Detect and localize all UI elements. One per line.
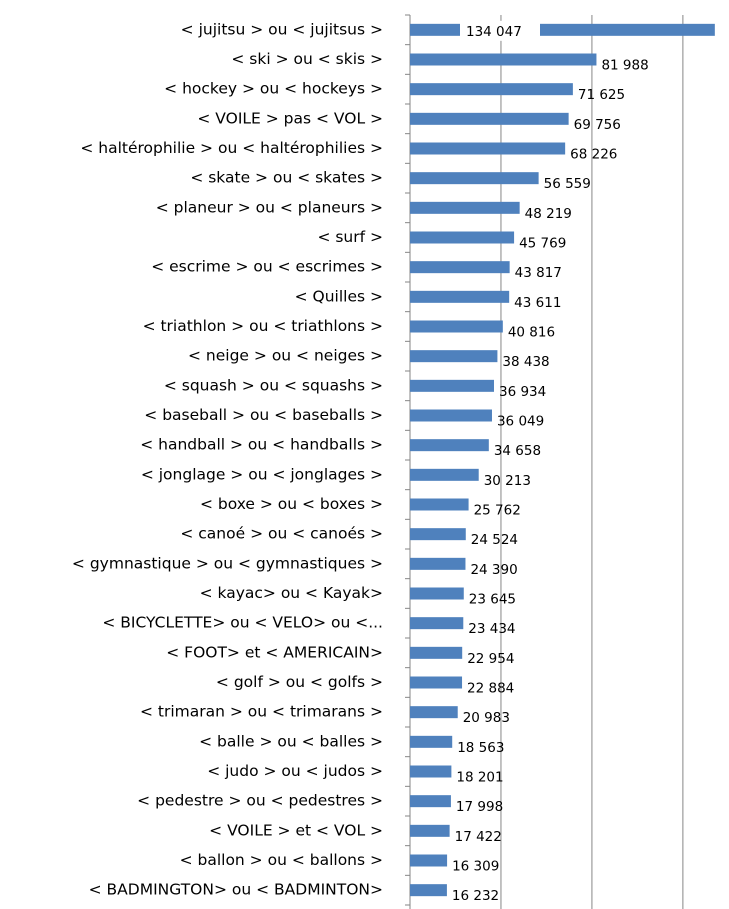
bar xyxy=(410,468,479,481)
value-label: 23 645 xyxy=(469,592,516,608)
value-label: 34 658 xyxy=(494,443,541,459)
bar xyxy=(410,765,452,778)
value-label: 69 756 xyxy=(574,117,621,133)
value-label: 16 309 xyxy=(452,859,499,875)
bar xyxy=(410,706,458,719)
category-label: < jonglage > ou < jonglages > xyxy=(141,465,383,483)
value-label: 23 434 xyxy=(468,621,515,637)
bar xyxy=(410,231,515,244)
bar xyxy=(410,676,463,689)
value-label: 24 524 xyxy=(471,532,518,548)
bar xyxy=(410,646,463,659)
bar xyxy=(410,172,539,185)
value-label: 71 625 xyxy=(578,87,625,103)
category-label: < VOILE > et < VOL > xyxy=(209,821,383,839)
value-label: 22 884 xyxy=(467,681,514,697)
bar xyxy=(410,824,450,837)
bar xyxy=(410,23,715,36)
category-label: < haltérophilie > ou < haltérophilies > xyxy=(80,139,383,157)
value-label: 134 047 xyxy=(466,24,522,40)
category-label: < squash > ou < squashs > xyxy=(164,376,383,394)
value-label: 36 049 xyxy=(497,414,544,430)
value-label: 43 817 xyxy=(515,265,562,281)
value-label: 16 232 xyxy=(452,888,499,904)
category-label: < trimaran > ou < trimarans > xyxy=(140,703,383,721)
category-label: < ballon > ou < ballons > xyxy=(180,851,383,869)
value-label: 45 769 xyxy=(519,236,566,252)
bar xyxy=(410,735,453,748)
value-label: 56 559 xyxy=(544,176,591,192)
bar xyxy=(410,587,464,600)
bar xyxy=(410,498,469,511)
value-label: 18 563 xyxy=(457,740,504,756)
bar xyxy=(410,409,492,422)
bar xyxy=(410,261,510,274)
value-label: 18 201 xyxy=(456,770,503,786)
category-label: < escrime > ou < escrimes > xyxy=(151,258,383,276)
bar xyxy=(410,617,464,630)
category-label: < gymnastique > ou < gymnastiques > xyxy=(72,554,383,572)
bar xyxy=(410,557,466,570)
category-label: < jujitsu > ou < jujitsus > xyxy=(181,20,383,38)
bar xyxy=(410,320,503,333)
category-label: < Quilles > xyxy=(295,287,383,305)
value-label: 43 611 xyxy=(514,295,561,311)
bar xyxy=(410,439,489,452)
category-label: < boxe > ou < boxes > xyxy=(200,495,383,513)
value-label-bg xyxy=(460,20,540,41)
category-label: < surf > xyxy=(317,228,383,246)
value-label: 24 390 xyxy=(470,562,517,578)
value-label: 17 422 xyxy=(455,829,502,845)
category-label: < judo > ou < judos > xyxy=(207,762,383,780)
category-label: < kayac> ou < Kayak> xyxy=(200,584,383,602)
bar xyxy=(410,795,451,808)
category-label: < planeur > ou < planeurs > xyxy=(156,198,383,216)
value-label: 22 954 xyxy=(467,651,514,667)
bar xyxy=(410,290,510,303)
category-label: < handball > ou < handballs > xyxy=(140,436,383,454)
category-label: < pedestre > ou < pedestres > xyxy=(137,792,383,810)
category-label: < BADMINGTON> ou < BADMINTON> xyxy=(89,881,383,899)
value-label: 40 816 xyxy=(508,325,555,341)
value-label: 30 213 xyxy=(484,473,531,489)
category-label: < baseball > ou < baseballs > xyxy=(144,406,383,424)
bar xyxy=(410,884,447,897)
category-label: < FOOT> et < AMERICAIN> xyxy=(166,643,383,661)
value-label: 25 762 xyxy=(474,503,521,519)
category-label: < skate > ou < skates > xyxy=(190,169,383,187)
category-label: < BICYCLETTE> ou < VELO> ou <... xyxy=(102,614,383,632)
value-label: 36 934 xyxy=(499,384,546,400)
bar xyxy=(410,528,466,541)
bar xyxy=(410,201,520,214)
category-label: < triathlon > ou < triathlons > xyxy=(143,317,383,335)
value-label: 68 226 xyxy=(570,147,617,163)
bar xyxy=(410,379,494,392)
category-label: < balle > ou < balles > xyxy=(199,732,383,750)
bar xyxy=(410,83,573,96)
category-label: < hockey > ou < hockeys > xyxy=(164,80,383,98)
value-label: 48 219 xyxy=(525,206,572,222)
bar xyxy=(410,142,566,155)
bar xyxy=(410,112,569,125)
value-label: 38 438 xyxy=(502,354,549,370)
category-label: < VOILE > pas < VOL > xyxy=(197,109,383,127)
bar xyxy=(410,53,597,66)
category-label: < golf > ou < golfs > xyxy=(216,673,383,691)
bar xyxy=(410,350,498,363)
bar xyxy=(410,854,448,867)
value-label: 20 983 xyxy=(463,710,510,726)
value-label: 17 998 xyxy=(456,799,503,815)
category-label: < neige > ou < neiges > xyxy=(188,347,383,365)
category-label: < ski > ou < skis > xyxy=(231,50,383,68)
category-label: < canoé > ou < canoés > xyxy=(180,525,383,543)
value-label: 81 988 xyxy=(601,58,648,74)
